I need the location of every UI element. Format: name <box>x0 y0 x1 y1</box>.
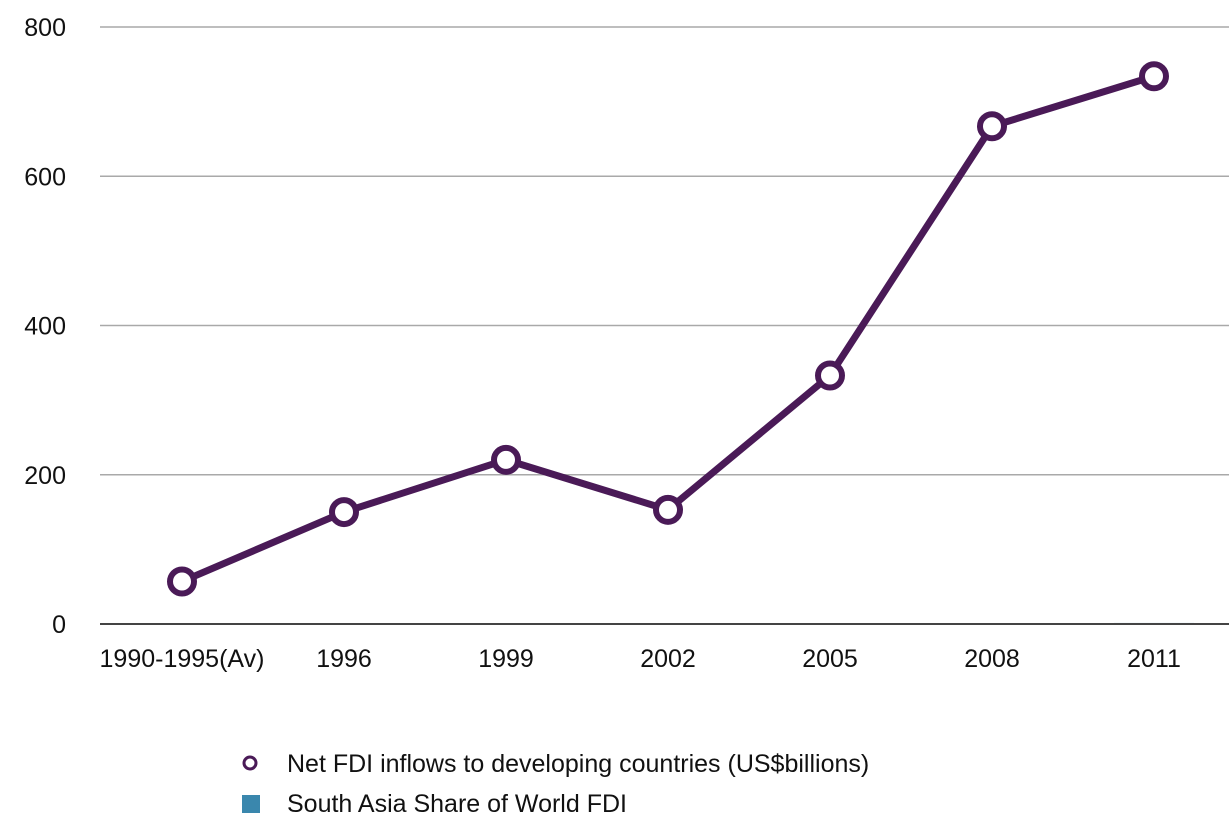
point-2005 <box>815 360 845 391</box>
x-tick-label: 2011 <box>1127 645 1181 673</box>
y-tick-label: 800 <box>24 14 66 42</box>
legend-label-net-fdi: Net FDI inflows to developing countries … <box>287 750 869 778</box>
x-tick-label: 2005 <box>802 645 858 673</box>
y-tick-label: 0 <box>52 611 66 639</box>
point-2011 <box>1139 61 1169 92</box>
legend-marker-square <box>242 795 260 813</box>
y-tick-labels: 0 200 400 600 800 <box>24 14 66 639</box>
grid-lines <box>100 26 1229 476</box>
x-tick-label: 2002 <box>640 645 696 673</box>
x-tick-label: 1996 <box>316 645 372 673</box>
x-tick-label: 1999 <box>478 645 534 673</box>
legend-entry-south-asia-share: South Asia Share of World FDI <box>242 790 627 815</box>
x-tick-label: 1990-1995(Av) <box>100 645 265 673</box>
y-tick-label: 200 <box>24 462 66 490</box>
point-2008 <box>977 111 1007 142</box>
y-tick-label: 400 <box>24 313 66 341</box>
y-tick-label: 600 <box>24 163 66 191</box>
point-1996 <box>329 497 359 528</box>
x-tick-labels: 1990-1995(Av) 1996 1999 2002 2005 2008 2011 <box>100 645 1181 673</box>
legend-label-south-asia-share: South Asia Share of World FDI <box>287 790 627 815</box>
point-1990-1995(Av) <box>167 566 197 597</box>
legend-marker-open-circle <box>242 755 258 771</box>
line-series-net-fdi <box>167 61 1169 597</box>
legend-entry-net-fdi: Net FDI inflows to developing countries … <box>242 750 869 778</box>
legend: Net FDI inflows to developing countries … <box>242 750 869 815</box>
point-1999 <box>491 444 521 475</box>
x-tick-label: 2008 <box>964 645 1020 673</box>
point-2002 <box>653 494 683 525</box>
